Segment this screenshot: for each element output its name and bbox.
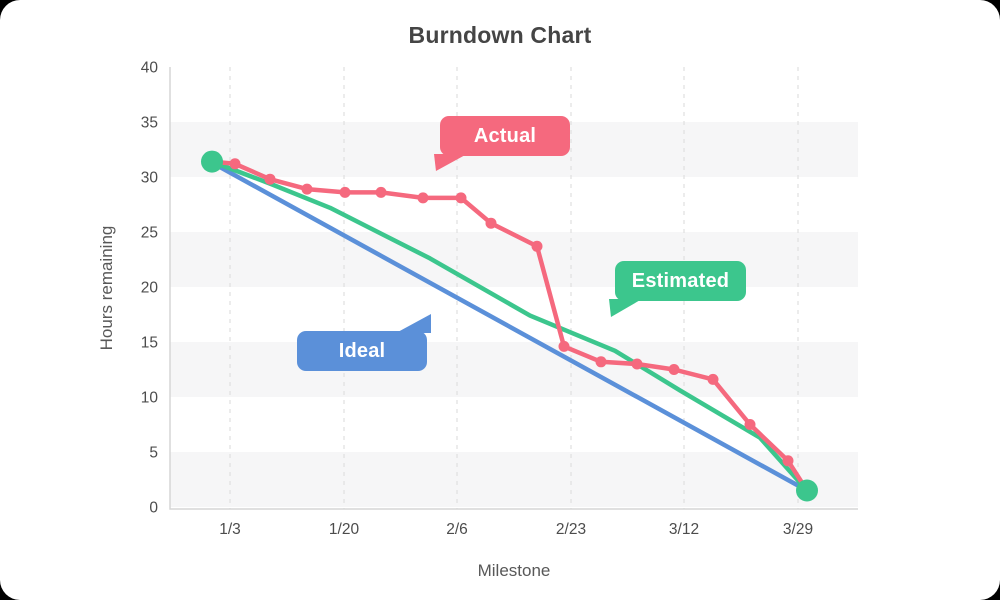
legend-bubble-actual: Actual: [440, 116, 570, 156]
actual-data-point: [417, 192, 429, 204]
milestone-marker: [201, 150, 223, 173]
y-tick-label: 25: [141, 225, 158, 242]
y-tick-label: 10: [141, 390, 159, 407]
actual-data-point: [339, 186, 351, 198]
x-axis-title: Milestone: [477, 561, 551, 580]
actual-data-point: [455, 192, 467, 204]
y-axis-title: Hours remaining: [97, 225, 116, 351]
chart-title: Burndown Chart: [408, 22, 592, 48]
x-tick-label: 1/3: [219, 521, 241, 538]
actual-data-point: [229, 158, 241, 170]
actual-data-point: [301, 183, 313, 195]
actual-data-point: [707, 373, 719, 385]
series-line-estimated: [209, 159, 810, 493]
x-tick-label: 3/29: [783, 521, 813, 538]
x-tick-label: 2/23: [556, 521, 586, 538]
legend-bubble-estimated: Estimated: [615, 261, 746, 301]
series-line-ideal: [209, 160, 810, 493]
y-tick-label: 40: [141, 60, 159, 77]
actual-data-point: [264, 173, 276, 185]
x-tick-label: 3/12: [669, 521, 699, 538]
y-tick-label: 5: [149, 445, 158, 462]
actual-data-point: [485, 217, 497, 229]
actual-data-point: [375, 186, 387, 198]
background-band: [170, 342, 858, 397]
background-band: [170, 232, 858, 287]
x-tick-label: 2/6: [446, 521, 468, 538]
y-tick-label: 20: [141, 280, 159, 297]
legend-label-actual: Actual: [473, 124, 537, 147]
actual-data-point: [631, 358, 643, 370]
actual-data-point: [668, 364, 680, 375]
actual-data-point: [782, 455, 794, 467]
axis-lines: [169, 67, 858, 510]
y-tick-label: 15: [141, 335, 158, 352]
milestone-marker: [796, 479, 818, 502]
actual-data-point: [558, 340, 570, 352]
series-line-actual: [209, 159, 810, 493]
background-band: [170, 452, 858, 507]
actual-data-point: [595, 356, 607, 368]
actual-data-point: [531, 240, 543, 252]
y-tick-label: 35: [141, 115, 158, 132]
y-tick-label: 30: [141, 170, 159, 187]
actual-data-point: [744, 419, 756, 430]
legend-label-estimated: Estimated: [631, 269, 730, 292]
legend-label-ideal: Ideal: [338, 339, 386, 362]
y-tick-label: 0: [149, 500, 158, 517]
legend-bubble-ideal: Ideal: [297, 331, 427, 371]
x-tick-label: 1/20: [329, 521, 360, 538]
